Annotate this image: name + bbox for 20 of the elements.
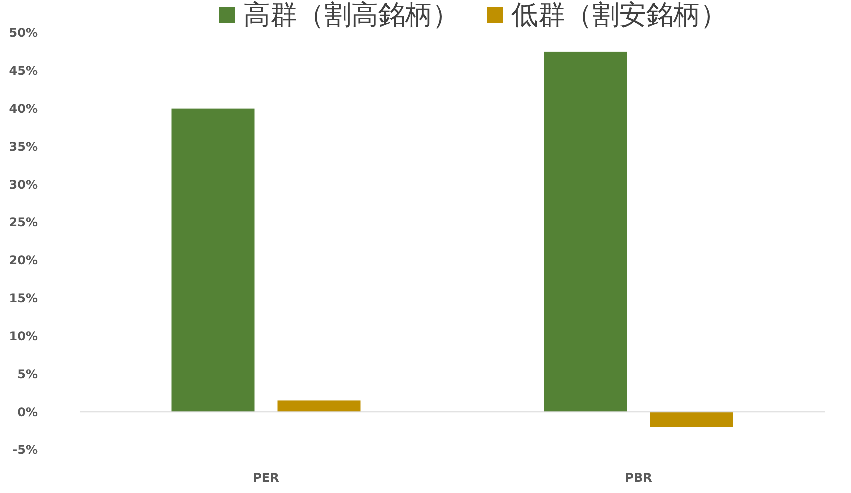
y-tick-label: 35% — [9, 140, 38, 154]
bar — [544, 52, 628, 412]
y-tick-label: 15% — [9, 292, 38, 306]
bar — [650, 412, 734, 428]
y-tick-label: 0% — [18, 405, 38, 420]
legend-label: 高群（割高銘柄） — [244, 0, 460, 31]
bar — [172, 108, 255, 412]
y-tick-label: 40% — [9, 102, 38, 116]
bar — [278, 400, 361, 412]
y-tick-label: 5% — [18, 367, 38, 382]
y-tick-label: 50% — [9, 26, 38, 40]
legend-label: 低群（割安銘柄） — [512, 0, 728, 31]
y-tick-label: -5% — [12, 443, 38, 458]
y-tick-label: 25% — [9, 216, 38, 230]
y-tick-label: 30% — [9, 178, 38, 192]
x-tick-label: PBR — [625, 471, 652, 485]
y-tick-label: 20% — [9, 254, 38, 268]
y-tick-label: 10% — [9, 329, 38, 344]
y-tick-label: 45% — [9, 64, 38, 78]
x-tick-label: PER — [253, 471, 280, 485]
